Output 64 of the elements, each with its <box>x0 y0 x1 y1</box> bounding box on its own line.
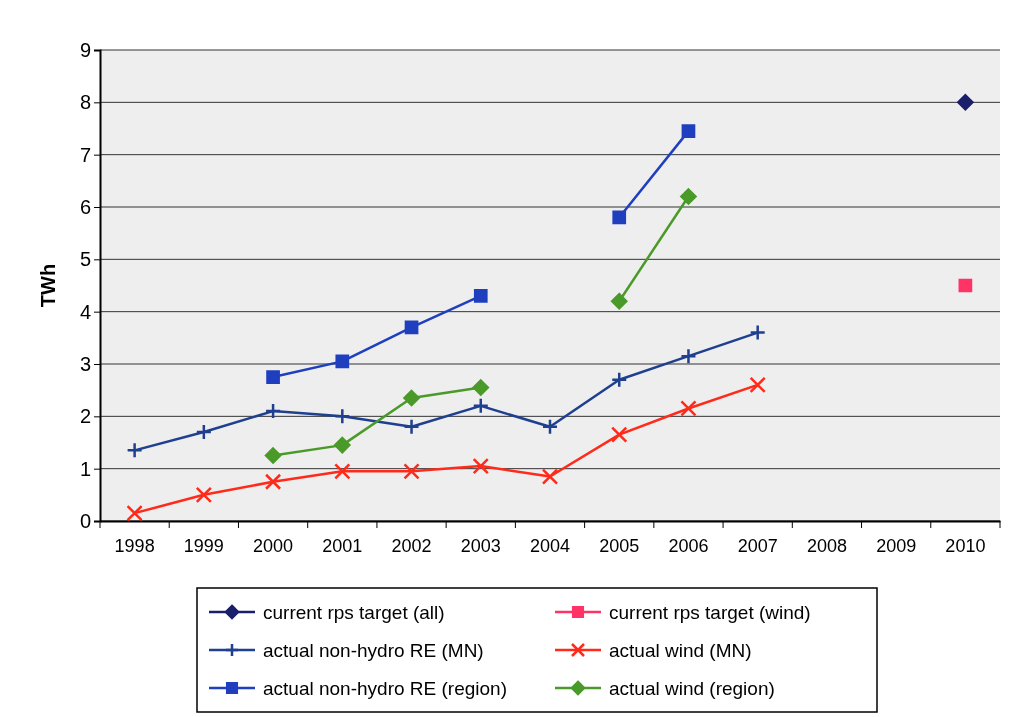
legend-label: current rps target (all) <box>263 602 445 623</box>
point <box>472 397 490 415</box>
x-tick-label: 2010 <box>945 535 986 556</box>
legend-label: actual non-hydro RE (region) <box>263 678 507 699</box>
y-tick-label: 2 <box>79 405 91 428</box>
y-tick-label: 6 <box>79 195 91 218</box>
x-tick-label: 1998 <box>114 535 155 556</box>
point <box>472 457 490 475</box>
point <box>126 504 143 522</box>
x-tick-label: 2001 <box>322 535 363 556</box>
point <box>403 418 420 436</box>
x-tick-label: 2000 <box>253 535 294 556</box>
point <box>403 389 420 407</box>
point <box>264 402 282 420</box>
y-tick-label: 7 <box>79 143 91 166</box>
point <box>610 292 628 310</box>
y-tick-label: 5 <box>79 248 91 271</box>
point <box>680 188 697 205</box>
point <box>334 436 351 454</box>
y-tick-label: 0 <box>79 509 91 532</box>
point <box>264 447 282 464</box>
point <box>749 324 766 341</box>
point <box>541 468 559 485</box>
point <box>749 376 766 394</box>
point <box>334 463 351 480</box>
point <box>404 320 419 335</box>
y-tick-label: 8 <box>79 91 91 114</box>
legend-label: actual wind (MN) <box>609 640 752 661</box>
y-tick-label: 3 <box>79 352 91 375</box>
point <box>334 408 351 425</box>
y-axis-title: TWh <box>37 263 59 308</box>
y-tick-label: 9 <box>79 38 91 61</box>
x-tick-label: 2006 <box>668 535 709 556</box>
y-tick-label: 1 <box>79 457 91 480</box>
legend-label: current rps target (wind) <box>609 602 811 623</box>
point <box>126 442 143 459</box>
point <box>957 94 974 111</box>
point <box>266 370 280 384</box>
point <box>610 371 628 388</box>
legend-label: actual non-hydro RE (MN) <box>263 640 484 661</box>
x-tick-label: 2009 <box>876 535 917 556</box>
point <box>612 210 627 225</box>
legend-label: actual wind (region) <box>609 678 775 699</box>
point <box>680 400 697 417</box>
point <box>610 426 628 443</box>
x-tick-label: 2003 <box>460 535 501 556</box>
x-tick-label: 2005 <box>599 535 640 556</box>
y-tick-label: 4 <box>79 300 91 323</box>
point <box>403 463 420 480</box>
point <box>681 124 696 138</box>
point <box>335 354 350 369</box>
x-tick-label: 1999 <box>183 535 224 556</box>
point <box>195 423 213 441</box>
x-tick-label: 2008 <box>806 535 847 556</box>
point <box>680 347 697 365</box>
x-tick-label: 2007 <box>737 535 778 556</box>
point <box>472 379 490 396</box>
x-tick-label: 2002 <box>391 535 432 556</box>
point <box>958 278 973 293</box>
point <box>195 486 213 504</box>
x-tick-label: 2004 <box>529 535 571 556</box>
point <box>473 289 488 303</box>
point <box>541 418 559 436</box>
point <box>264 473 282 490</box>
